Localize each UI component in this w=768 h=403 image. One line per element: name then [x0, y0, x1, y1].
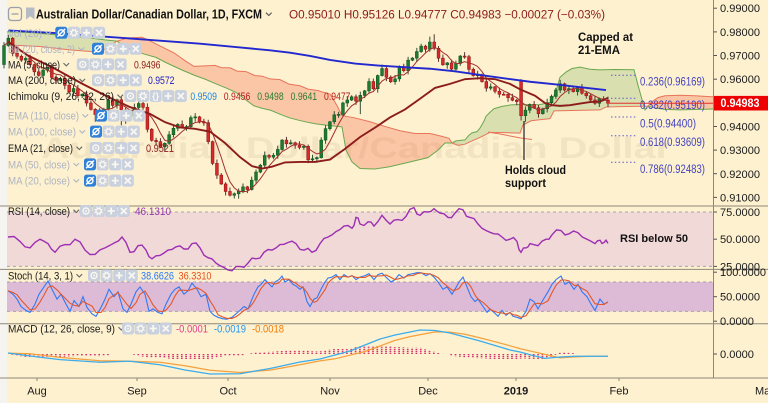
svg-text:Aug: Aug	[27, 386, 47, 398]
svg-text:0.94000: 0.94000	[720, 121, 760, 133]
svg-text:Nov: Nov	[320, 386, 340, 398]
svg-text:Australian Dollar/Canadian Dol: Australian Dollar/Canadian Dollar, 1D, F…	[36, 8, 262, 22]
svg-text:0.9509: 0.9509	[190, 91, 217, 103]
svg-text:Ichimoku (9, 26, 52, 26): Ichimoku (9, 26, 52, 26)	[8, 91, 114, 103]
svg-text:Vol (20): Vol (20)	[8, 28, 42, 40]
svg-text:0.618(0.93609): 0.618(0.93609)	[640, 137, 705, 149]
svg-text:support: support	[505, 178, 546, 190]
svg-text:Ma: Ma	[755, 386, 768, 398]
svg-text:MA (200, close): MA (200, close)	[8, 75, 76, 87]
svg-text:0.786(0.92483): 0.786(0.92483)	[640, 164, 705, 176]
svg-text:-0.0001: -0.0001	[176, 324, 208, 336]
svg-text:36.3310: 36.3310	[179, 271, 212, 283]
svg-text:RSI (14, close): RSI (14, close)	[8, 206, 70, 218]
svg-text:Australian Dollar/Canadian Dol: Australian Dollar/Canadian Dollar	[41, 132, 671, 165]
svg-text:0.236(0.96169): 0.236(0.96169)	[640, 77, 705, 89]
svg-text:Feb: Feb	[610, 386, 629, 398]
svg-text:2019: 2019	[504, 386, 528, 398]
svg-text:BB (20, close, 2): BB (20, close, 2)	[8, 44, 75, 56]
svg-text:21-EMA: 21-EMA	[578, 45, 620, 57]
svg-text:0.382(0.95190): 0.382(0.95190)	[640, 100, 705, 112]
svg-text:0.9641: 0.9641	[291, 91, 318, 103]
svg-text:50.0000: 50.0000	[720, 292, 760, 304]
svg-text:MA (50, close): MA (50, close)	[8, 159, 70, 171]
svg-text:38.6626: 38.6626	[141, 271, 174, 283]
svg-text:MA (100, close): MA (100, close)	[8, 127, 76, 139]
svg-text:Capped at: Capped at	[578, 32, 633, 44]
svg-text:0.96000: 0.96000	[720, 74, 760, 86]
svg-text:0.97000: 0.97000	[720, 51, 760, 63]
svg-text:0.9498: 0.9498	[257, 91, 284, 103]
svg-text:46.1310: 46.1310	[135, 206, 171, 218]
svg-text:0.91000: 0.91000	[720, 192, 760, 204]
svg-text:0.0000: 0.0000	[720, 349, 754, 361]
svg-text:50.0000: 50.0000	[720, 234, 760, 246]
svg-text:RSI below 50: RSI below 50	[620, 233, 688, 245]
svg-text:0.9456: 0.9456	[224, 91, 251, 103]
svg-text:0.9521: 0.9521	[146, 143, 174, 155]
svg-text:O0.95010 H0.95126 L0.94777: O0.95010 H0.95126 L0.94777 C0.94983 −0.0…	[289, 10, 605, 22]
svg-text:-0.0018: -0.0018	[252, 324, 284, 336]
svg-text:0.9477: 0.9477	[324, 91, 351, 103]
svg-text:0.5(0.94400): 0.5(0.94400)	[640, 118, 696, 130]
svg-text:0.94983: 0.94983	[721, 98, 760, 110]
svg-text:EMA (110, close): EMA (110, close)	[8, 111, 79, 123]
svg-text:MA (20, close): MA (20, close)	[8, 176, 70, 188]
svg-text:{}: {}	[152, 91, 160, 101]
svg-text:0.93000: 0.93000	[720, 145, 760, 157]
svg-text:Holds cloud: Holds cloud	[505, 165, 566, 177]
svg-text:-0.0019: -0.0019	[214, 324, 246, 336]
svg-text:Sep: Sep	[127, 386, 147, 398]
svg-text:Dec: Dec	[418, 386, 438, 398]
svg-text:MA (5, close): MA (5, close)	[8, 59, 60, 71]
svg-text:MACD (12, 26, close, 9): MACD (12, 26, close, 9)	[8, 324, 115, 336]
svg-text:Stoch (14, 3, 1): Stoch (14, 3, 1)	[8, 271, 73, 283]
svg-text:75.0000: 75.0000	[720, 207, 760, 219]
svg-text:EMA (21, close): EMA (21, close)	[8, 143, 73, 155]
svg-text:0.98000: 0.98000	[720, 27, 760, 39]
svg-text:0.9572: 0.9572	[148, 75, 175, 87]
svg-text:0.0000: 0.0000	[720, 316, 754, 328]
svg-text:Oct: Oct	[219, 386, 236, 398]
svg-text:0.99000: 0.99000	[720, 3, 760, 15]
svg-text:100.0000: 100.0000	[720, 267, 766, 279]
svg-text:0.9496: 0.9496	[134, 59, 161, 71]
svg-text:0.92000: 0.92000	[720, 169, 760, 181]
svg-text:25.0000: 25.0000	[720, 261, 760, 273]
